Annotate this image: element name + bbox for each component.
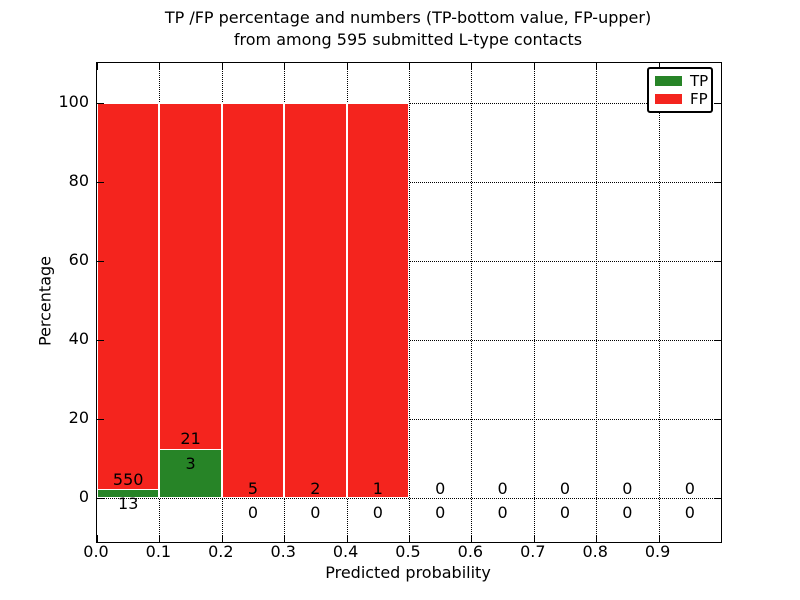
bar-tp-bin-0 [97,489,160,499]
x-tick-label-0.5: 0.5 [395,542,421,561]
tick-left-80 [97,181,104,183]
tick-right-60 [714,260,721,262]
x-tick-label-0.3: 0.3 [270,542,296,561]
tick-bottom-0.9 [658,535,660,542]
fp-count-label-bin-3: 2 [310,478,321,498]
tick-bottom-0.6 [471,535,473,542]
tick-bottom-0.3 [284,535,286,542]
tp-count-label-bin-3: 0 [310,503,321,523]
tick-right-100 [714,102,721,104]
tick-left-20 [97,419,104,421]
fp-count-label-bin-8: 0 [622,478,633,498]
tick-top-0.7 [533,63,535,70]
bar-fp-bin-4 [346,102,409,499]
tick-bottom-0.2 [221,535,223,542]
tick-left-60 [97,260,104,262]
fp-count-label-bin-5: 0 [435,478,446,498]
tp-count-label-bin-7: 0 [559,503,571,523]
bar-fp-bin-2 [221,102,285,499]
y-tick-label-40: 40 [68,329,89,349]
gridline-v-0.9 [658,63,660,542]
tick-right-0 [714,498,721,500]
tick-top-0.4 [346,63,348,70]
y-tick-label-100: 100 [58,91,89,111]
fp-swatch-icon [655,94,682,104]
tick-top-0.9 [658,63,660,70]
tick-left-100 [97,102,104,104]
x-tick-label-0.1: 0.1 [145,542,172,561]
chart-title-line2: from among 595 submitted L-type contacts [233,30,583,49]
gridline-v-0.5 [409,63,410,542]
fp-count-label-bin-0: 550 [112,469,144,489]
fp-count-label-bin-2: 5 [247,478,259,498]
x-tick-label-0.2: 0.2 [208,542,234,561]
gridline-v-0.7 [533,63,535,542]
tick-bottom-0.5 [409,535,410,542]
tick-right-20 [714,419,721,421]
tick-bottom-0.1 [159,535,161,542]
x-tick-label-0.0: 0.0 [83,542,109,561]
bar-fp-bin-1 [159,102,222,499]
bar-tp-bin-1 [159,448,222,499]
tick-bottom-0.8 [596,535,598,542]
x-tick-label-0.8: 0.8 [582,542,608,561]
x-axis-label: Predicted probability [325,563,491,582]
tick-top-0.3 [284,63,286,70]
tp-count-label-bin-0: 13 [118,494,139,514]
tick-top-0.2 [221,63,223,70]
fp-count-label-bin-6: 0 [497,478,508,498]
legend-label-fp: FP [690,90,708,108]
fp-count-label-bin-1: 21 [180,429,201,449]
tick-top-0.8 [596,63,598,70]
tick-top-0.6 [471,63,473,70]
gridline-v-0.8 [596,63,598,542]
legend-item-fp: FP [655,90,708,108]
fp-count-label-bin-7: 0 [559,478,571,498]
chart-title-line1: TP /FP percentage and numbers (TP-bottom… [164,8,652,27]
x-tick-label-0.4: 0.4 [332,542,359,561]
legend-item-tp: TP [655,72,709,90]
tick-bottom-0.7 [533,535,535,542]
tick-right-40 [714,340,721,342]
tick-top-0.5 [409,63,410,70]
tick-left-40 [97,340,104,342]
legend: TP FP [647,67,713,113]
plot-area: TP FP 550 13 21 3 5 0 2 0 1 0 0 0 0 0 0 0 0 0 0 0 [96,62,722,543]
fp-count-label-bin-4: 1 [372,478,383,498]
tp-count-label-bin-9: 0 [684,503,695,523]
tp-count-label-bin-5: 0 [435,503,446,523]
tick-bottom-0 [97,535,98,542]
y-tick-label-80: 80 [68,170,89,190]
y-tick-label-20: 20 [68,408,89,428]
bar-fp-bin-3 [284,102,347,499]
tp-count-label-bin-8: 0 [622,503,633,523]
gridline-v-0.6 [471,63,473,542]
tp-count-label-bin-1: 3 [185,454,196,473]
x-tick-label-0.7: 0.7 [520,542,546,561]
tp-count-label-bin-4: 0 [372,503,383,523]
tp-swatch-icon [655,76,682,86]
chart-title: TP /FP percentage and numbers (TP-bottom… [96,7,720,51]
bar-fp-bin-0 [97,102,160,499]
y-tick-label-0: 0 [78,487,89,507]
fp-count-label-bin-9: 0 [684,478,695,498]
legend-label-tp: TP [690,72,709,90]
y-tick-label-60: 60 [68,249,89,269]
tick-right-80 [714,181,721,183]
x-tick-label-0.6: 0.6 [457,542,484,561]
tick-left-0 [97,498,104,500]
tick-top-0 [97,63,98,70]
tp-count-label-bin-6: 0 [497,503,508,523]
tp-count-label-bin-2: 0 [247,503,259,523]
tick-bottom-0.4 [346,535,348,542]
tick-top-0.1 [159,63,161,70]
x-tick-label-0.9: 0.9 [644,542,671,561]
